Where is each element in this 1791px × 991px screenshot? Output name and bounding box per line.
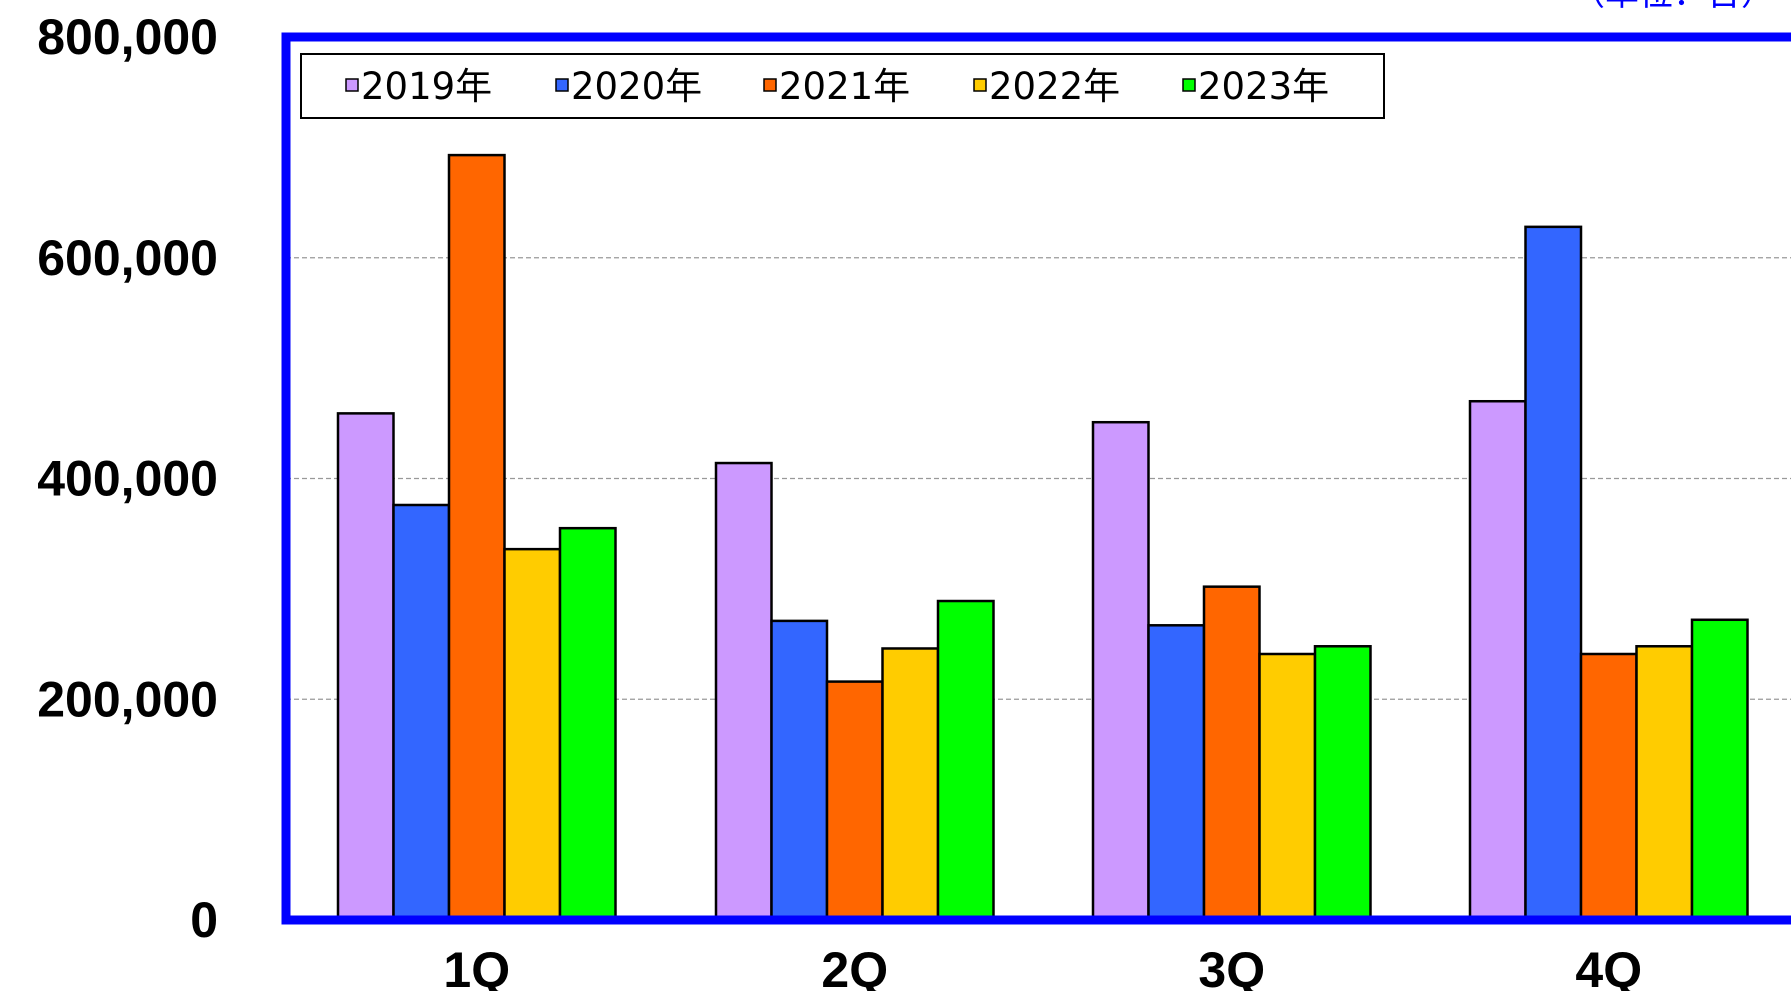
legend-box xyxy=(300,53,1385,119)
legend-label: 2019年 xyxy=(361,65,492,108)
plot-frame xyxy=(281,32,1791,925)
bar xyxy=(881,647,940,922)
y-tick-label: 0 xyxy=(190,892,218,948)
unit-label: （単位：台） xyxy=(1571,0,1775,14)
bar xyxy=(336,412,395,922)
bar xyxy=(503,547,562,922)
y-axis-ticks: 0 200,000 400,000 600,000 800,000 xyxy=(37,9,218,948)
legend-label: 2022年 xyxy=(989,65,1120,108)
bar xyxy=(770,619,829,922)
bar xyxy=(936,599,995,922)
legend-swatch xyxy=(973,78,987,92)
bar xyxy=(1258,652,1317,922)
bars-group xyxy=(336,153,1749,922)
x-axis-ticks: 1Q 2Q 3Q 4Q xyxy=(443,942,1642,991)
bar xyxy=(1579,652,1638,922)
bar xyxy=(1468,399,1527,922)
bar xyxy=(825,680,884,922)
x-tick-label: 2Q xyxy=(821,942,888,991)
y-tick-label: 200,000 xyxy=(37,671,218,727)
x-tick-label: 3Q xyxy=(1198,942,1265,991)
legend-label: 2021年 xyxy=(779,65,910,108)
bar xyxy=(447,153,506,922)
bar xyxy=(1202,585,1261,922)
x-tick-label: 4Q xyxy=(1575,942,1642,991)
x-tick-label: 1Q xyxy=(443,942,510,991)
bar xyxy=(1091,420,1150,922)
legend-swatch xyxy=(763,78,777,92)
legend-swatch xyxy=(555,78,569,92)
legend-swatch xyxy=(345,78,359,92)
bar xyxy=(1524,225,1583,922)
bar xyxy=(558,526,617,922)
bar xyxy=(714,461,773,922)
bar xyxy=(1313,645,1372,922)
y-tick-label: 600,000 xyxy=(37,230,218,286)
y-tick-label: 400,000 xyxy=(37,451,218,507)
bar xyxy=(1635,645,1694,922)
legend: 2019年 2020年 2021年 2022年 2023年 xyxy=(300,53,1385,119)
legend-label: 2023年 xyxy=(1198,65,1329,108)
bar xyxy=(392,503,451,922)
bar xyxy=(1147,624,1206,922)
legend-label: 2020年 xyxy=(571,65,702,108)
y-tick-label: 800,000 xyxy=(37,9,218,65)
legend-swatch xyxy=(1182,78,1196,92)
bar xyxy=(1690,618,1749,922)
